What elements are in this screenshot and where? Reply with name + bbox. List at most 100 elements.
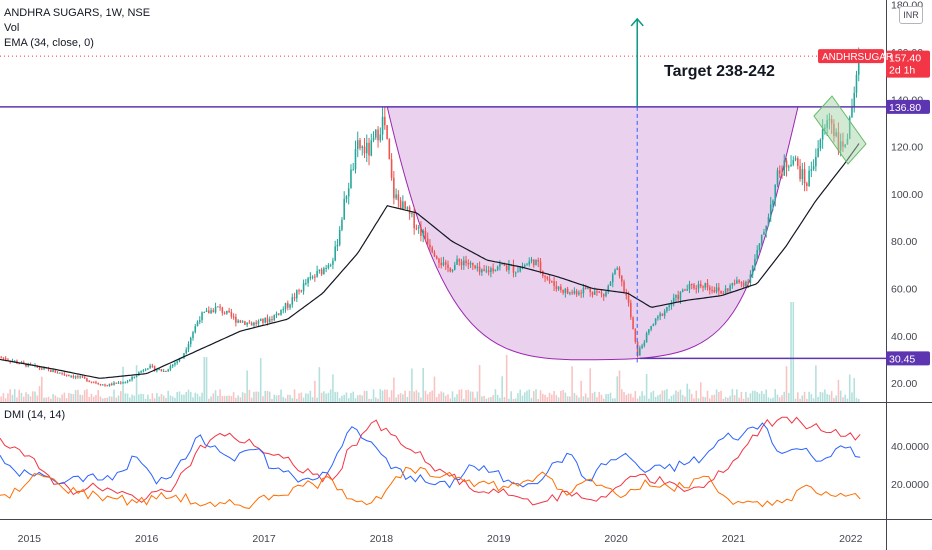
volume-bar (119, 391, 122, 402)
volume-bar (650, 392, 652, 402)
volume-bar (472, 391, 474, 402)
candle-body (476, 266, 479, 269)
candle-body (280, 309, 282, 315)
candle-body (431, 247, 434, 253)
candle-body (483, 269, 485, 271)
volume-bar (171, 396, 174, 402)
target-arrow-head (630, 17, 644, 27)
candle-body (551, 281, 553, 283)
volume-bar (104, 397, 106, 402)
volume-bar (440, 391, 443, 402)
candle-body (589, 287, 591, 293)
candle-body (343, 198, 345, 220)
volume-bar (668, 398, 670, 402)
volume-bar (600, 394, 603, 402)
volume-bar (151, 393, 154, 402)
volume-bar (284, 398, 287, 402)
resistance-badge[interactable]: 136.80 (886, 99, 930, 114)
candle-body (189, 337, 192, 345)
ema-legend[interactable]: EMA (34, close, 0) (4, 37, 94, 49)
candle-body (751, 265, 754, 275)
candle-body (25, 363, 27, 367)
volume-bar (129, 397, 131, 402)
price-axis-tick: 120.00 (891, 142, 923, 154)
volume-bar (758, 393, 761, 402)
volume-bar (745, 391, 747, 402)
candle-body (720, 290, 722, 294)
volume-bar (302, 397, 305, 402)
volume-bar (144, 398, 147, 402)
candle-body (857, 59, 860, 75)
volume-bar (149, 398, 151, 402)
candle-body (853, 92, 856, 108)
volume-bar (747, 397, 749, 402)
candle-body (487, 270, 490, 273)
volume-bar (354, 398, 357, 402)
candle-body (196, 321, 199, 327)
volume-bar (508, 398, 510, 402)
volume-bar (857, 398, 860, 402)
candle-body (320, 269, 323, 275)
volume-legend[interactable]: Vol (4, 22, 20, 34)
candle-body (738, 280, 740, 283)
volume-bar (429, 391, 431, 402)
dmi-legend[interactable]: DMI (14, 14) (4, 409, 66, 421)
candle-body (453, 264, 456, 270)
volume-bar (620, 389, 623, 402)
volume-bar (846, 398, 849, 402)
currency-badge[interactable]: INR (899, 6, 923, 24)
candle-body (555, 286, 558, 290)
volume-bar (598, 392, 601, 402)
volume-bar (648, 398, 650, 402)
volume-bar (77, 389, 79, 402)
volume-bar (652, 390, 655, 402)
volume-bar (614, 398, 616, 402)
candle-body (442, 262, 445, 266)
candle-body (7, 359, 9, 361)
volume-bar (607, 393, 610, 402)
volume-bar (564, 392, 567, 402)
volume-bar (632, 397, 634, 402)
candle-body (774, 184, 777, 201)
volume-bar (47, 396, 50, 402)
volume-bar (797, 392, 799, 402)
candle-body (70, 376, 72, 378)
candle-body (645, 333, 648, 343)
volume-bar (341, 395, 343, 402)
volume-bar (496, 394, 499, 402)
candle-body (855, 74, 858, 93)
candle-body (83, 376, 86, 379)
volume-bar (20, 392, 23, 402)
candle-body (29, 363, 32, 365)
candle-body (393, 177, 395, 199)
candle-body (794, 158, 797, 160)
time-axis-tick: 2015 (18, 533, 42, 545)
candle-body (244, 321, 246, 325)
volume-bar (417, 392, 420, 402)
volume-bar (50, 398, 52, 402)
volume-bar (296, 398, 298, 402)
candle-body (334, 246, 336, 261)
candle-body (456, 259, 458, 265)
candle-body (634, 329, 637, 342)
volume-bar (25, 392, 27, 402)
candle-body (767, 216, 770, 226)
volume-bar (264, 391, 267, 402)
volume-bar (70, 393, 72, 402)
volume-bar (307, 393, 309, 402)
candle-body (449, 267, 452, 272)
symbol-legend[interactable]: ANDHRA SUGARS, 1W, NSE (4, 7, 151, 19)
candle-body (404, 201, 406, 209)
volume-bar (235, 397, 237, 402)
support-badge[interactable]: 30.45 (886, 351, 930, 366)
candle-body (275, 313, 278, 315)
time-axis-tick: 2017 (252, 533, 276, 545)
candle-body (584, 287, 587, 289)
candle-body (679, 291, 682, 300)
candle-body (722, 293, 725, 295)
volume-bar (9, 389, 11, 402)
candle-body (672, 297, 675, 304)
candle-body (776, 170, 779, 185)
